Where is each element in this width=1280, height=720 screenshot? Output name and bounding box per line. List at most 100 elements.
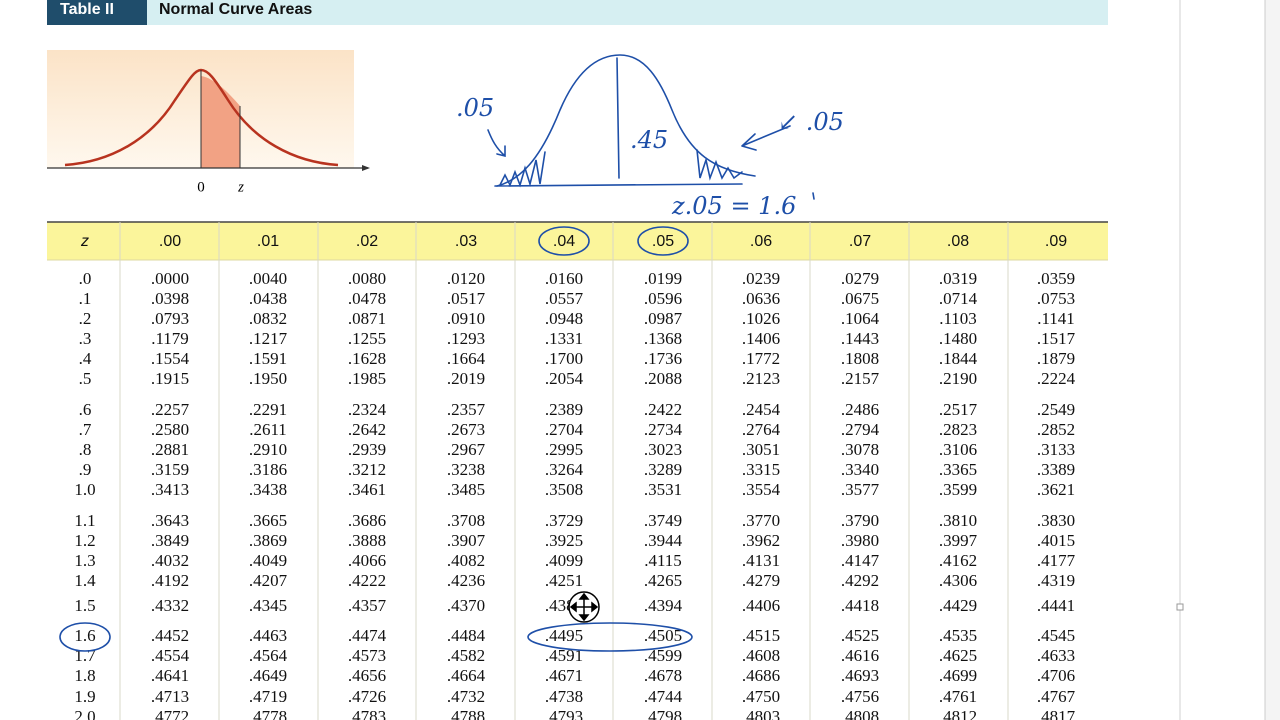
table-cell: .2794	[841, 420, 880, 439]
table-cell: .4761	[939, 687, 977, 706]
table-cell: .0793	[151, 309, 189, 328]
table-cell: .2764	[742, 420, 781, 439]
table-cell: .4429	[939, 596, 977, 615]
annotation: z.05 = 1.6	[671, 192, 796, 220]
table-cell: .3508	[545, 480, 583, 499]
table-cell: .0040	[249, 269, 287, 288]
table-cell: .4332	[151, 596, 189, 615]
table-cell: .4177	[1037, 551, 1076, 570]
scrollbar[interactable]	[1265, 0, 1280, 720]
table-cell: .3133	[1037, 440, 1075, 459]
table-cell: .4713	[151, 687, 189, 706]
table-cell: .1141	[1037, 309, 1075, 328]
table-cell: .3365	[939, 460, 977, 479]
table-cell: .4251	[545, 571, 583, 590]
row-label: .6	[79, 400, 92, 419]
table-cell: .2157	[841, 369, 880, 388]
column-header: .03	[455, 233, 477, 250]
table-cell: .3869	[249, 531, 287, 550]
table-cell: .0675	[841, 289, 879, 308]
table-cell: .0120	[447, 269, 485, 288]
table-cell: .0987	[644, 309, 683, 328]
column-header: .02	[356, 233, 378, 250]
table-cell: .4756	[841, 687, 879, 706]
table-cell: .3438	[249, 480, 287, 499]
table-cell: .3810	[939, 511, 977, 530]
table-cell: .2190	[939, 369, 977, 388]
table-cell: .4474	[348, 626, 387, 645]
table-cell: .0753	[1037, 289, 1075, 308]
table-cell: .2224	[1037, 369, 1076, 388]
table-cell: .1368	[644, 329, 682, 348]
table-cell: .4099	[545, 551, 583, 570]
table-cell: .4418	[841, 596, 879, 615]
table-cell: .4032	[151, 551, 189, 570]
table-cell: .1985	[348, 369, 386, 388]
table-cell: .2291	[249, 400, 287, 419]
table-cell: .1879	[1037, 349, 1075, 368]
table-cell: .0596	[644, 289, 682, 308]
annotation: ↙ .05	[778, 108, 844, 136]
table-cell: .4049	[249, 551, 287, 570]
table-cell: .1179	[151, 329, 189, 348]
table-cell: .4066	[348, 551, 386, 570]
table-label: Table II	[60, 1, 114, 18]
table-cell: .4554	[151, 646, 190, 665]
table-cell: .4641	[151, 666, 189, 685]
table-cell: .4306	[939, 571, 977, 590]
table-cell: .3770	[742, 511, 780, 530]
table-cell: .1736	[644, 349, 682, 368]
table-cell: .1772	[742, 349, 780, 368]
table-cell: .1064	[841, 309, 880, 328]
table-cell: .4545	[1037, 626, 1075, 645]
table-cell: .1628	[348, 349, 386, 368]
table-cell: .0910	[447, 309, 485, 328]
table-cell: .0557	[545, 289, 584, 308]
table-cell: .3051	[742, 440, 780, 459]
table-cell: .4608	[742, 646, 780, 665]
table-cell: .4535	[939, 626, 977, 645]
table-cell: .4236	[447, 571, 485, 590]
table-cell: .4616	[841, 646, 879, 665]
table-cell: .0319	[939, 269, 977, 288]
table-cell: .4484	[447, 626, 486, 645]
table-cell: .4719	[249, 687, 287, 706]
table-cell: .1217	[249, 329, 288, 348]
table-cell: .1331	[545, 329, 583, 348]
table-cell: .3340	[841, 460, 879, 479]
row-label: .7	[79, 420, 92, 439]
table-cell: .2967	[447, 440, 486, 459]
table-cell: .2734	[644, 420, 683, 439]
table-cell: .1517	[1037, 329, 1076, 348]
table-cell: .2642	[348, 420, 386, 439]
table-cell: .4767	[1037, 687, 1076, 706]
table-cell: .4671	[545, 666, 583, 685]
table-cell: .3980	[841, 531, 879, 550]
table-cell: .2019	[447, 369, 485, 388]
table-cell: .4463	[249, 626, 287, 645]
table-cell: .0832	[249, 309, 287, 328]
table-cell: .2881	[151, 440, 189, 459]
table-cell: .3159	[151, 460, 189, 479]
resize-handle[interactable]	[1176, 603, 1184, 611]
table-cell: .2611	[249, 420, 287, 439]
table-cell: .2088	[644, 369, 682, 388]
table-cell: .1480	[939, 329, 977, 348]
table-cell: .4292	[841, 571, 879, 590]
table-cell: .2257	[151, 400, 190, 419]
table-cell: .3078	[841, 440, 879, 459]
table-cell: .3830	[1037, 511, 1075, 530]
row-label: 1.3	[74, 551, 95, 570]
table-cell: .0478	[348, 289, 386, 308]
table-cell: .3531	[644, 480, 682, 499]
table-cell: .3238	[447, 460, 485, 479]
table-cell: .4625	[939, 646, 977, 665]
table-cell: .4147	[841, 551, 880, 570]
table-cell: .1026	[742, 309, 780, 328]
table-cell: .4750	[742, 687, 780, 706]
table-cell: .4441	[1037, 596, 1075, 615]
table-cell: .3599	[939, 480, 977, 499]
table-cell: .4744	[644, 687, 683, 706]
table-cell: .3888	[348, 531, 386, 550]
